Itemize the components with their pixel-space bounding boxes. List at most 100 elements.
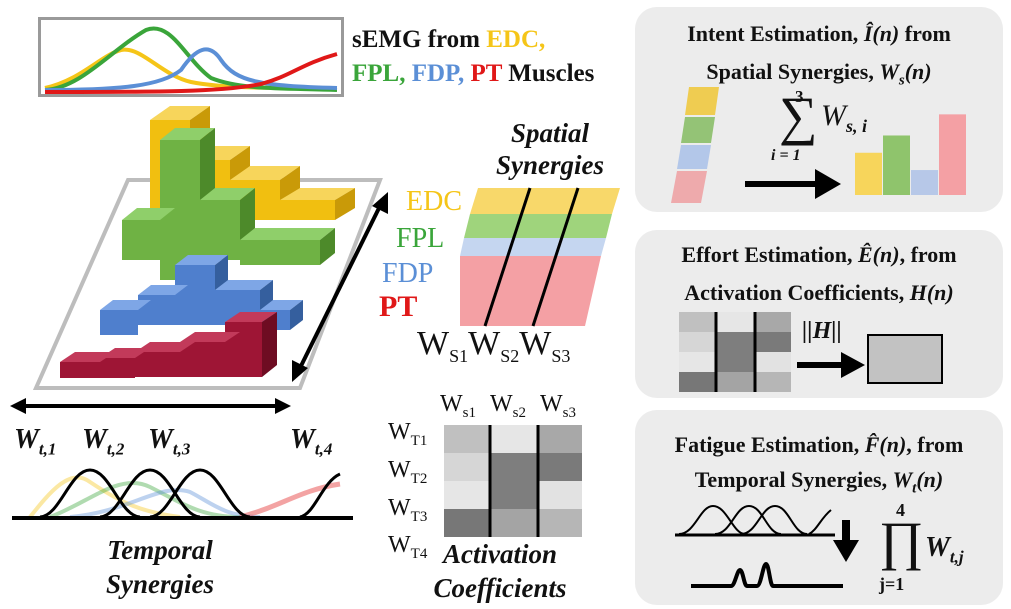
intent-sum-term: Ws, i xyxy=(821,99,867,137)
effort-cell xyxy=(755,352,791,372)
temporal-label-3: Wt,3 xyxy=(148,424,190,460)
fatigue-prod-term-letter: W xyxy=(925,532,950,563)
activation-cell xyxy=(444,453,490,481)
col-h2-letter: W xyxy=(490,391,513,417)
spatial-title-line1: Spatial xyxy=(510,118,590,148)
semg-caption-line2: FPL, FDP, PT Muscles xyxy=(352,60,594,88)
spatial-muscle-edc: EDC xyxy=(406,186,462,217)
effort-cell xyxy=(755,332,791,352)
intent-bar xyxy=(939,114,966,195)
temporal-caption-line1: Temporal xyxy=(107,535,213,565)
spatial-ws-labels: WS1WS2WS3 xyxy=(417,325,570,367)
temporal-label-1: Wt,1 xyxy=(14,424,56,460)
activation-cell xyxy=(538,481,582,509)
intent-ws-letter: W xyxy=(879,59,899,84)
spatial-muscle-fdp: FDP xyxy=(382,258,434,289)
effort-symbol: Ê(n) xyxy=(858,242,900,267)
fpl-row xyxy=(464,214,612,238)
col-h3-sub: s3 xyxy=(562,404,576,421)
intent-spatial-tiles xyxy=(671,87,719,203)
activation-cell xyxy=(538,425,582,453)
fatigue-prod-term: Wt,j xyxy=(925,532,964,568)
intent-panel: Intent Estimation, Î(n) from Spatial Syn… xyxy=(635,7,1003,212)
intent-title-line2: Spatial Synergies, Ws(n) xyxy=(635,59,1003,93)
effort-title-line1: Effort Estimation, Ê(n), from xyxy=(635,242,1003,268)
effort-cell xyxy=(716,352,755,372)
col-h3-letter: W xyxy=(540,391,563,417)
row-h1-sub: T1 xyxy=(410,432,428,449)
wt1-sub: t,1 xyxy=(38,439,57,459)
row-h1-letter: W xyxy=(388,419,411,445)
row-h1: WT1 xyxy=(388,418,427,456)
semg-fpl-curve xyxy=(44,26,338,92)
intent-bar xyxy=(855,152,882,195)
semg-plot-box xyxy=(38,17,344,97)
fatigue-down-arrow xyxy=(833,520,859,562)
row-h4: WT4 xyxy=(388,531,427,569)
activation-cell xyxy=(538,453,582,481)
effort-cell xyxy=(716,312,755,332)
activation-cell xyxy=(444,509,490,537)
fatigue-line1-text: Fatigue Estimation, xyxy=(674,432,865,457)
intent-sum-term-sub: s, i xyxy=(846,116,868,136)
spatial-title: Spatial Synergies xyxy=(480,117,620,181)
ws3-letter: W xyxy=(519,325,552,362)
edc-row xyxy=(470,188,620,214)
row-h3-letter: W xyxy=(388,494,411,521)
ws2-letter: W xyxy=(468,325,501,362)
activation-matrix xyxy=(444,425,582,537)
pt-blocks xyxy=(60,312,277,378)
fatigue-wt-sub: t xyxy=(912,480,917,497)
col-divider-2 xyxy=(531,187,580,327)
wt1-letter: W xyxy=(14,424,39,455)
row-h2-sub: T2 xyxy=(410,470,428,487)
row-h3-sub: T3 xyxy=(410,508,428,525)
intent-line2-text: Spatial Synergies, xyxy=(706,59,880,84)
effort-panel: Effort Estimation, Ê(n), from Activation… xyxy=(635,230,1003,398)
semg-fpl-label: FPL, xyxy=(352,60,406,87)
effort-result-box xyxy=(867,334,943,384)
effort-arrow xyxy=(797,352,865,378)
effort-cell xyxy=(716,372,755,392)
fatigue-panel: Fatigue Estimation, F̂(n), from Temporal… xyxy=(635,410,1003,605)
spatial-title-line2: Synergies xyxy=(496,150,604,180)
fatigue-wt-arg: (n) xyxy=(916,467,944,492)
row-h4-sub: T4 xyxy=(410,546,428,563)
row-h2-letter: W xyxy=(388,456,411,483)
ws1-sub: S1 xyxy=(449,345,469,366)
effort-title-line2: Activation Coefficients, H(n) xyxy=(635,280,1003,306)
intent-title-line1: Intent Estimation, Î(n) from xyxy=(635,21,1003,47)
ws2-sub: S2 xyxy=(500,345,520,366)
ws3-sub: S3 xyxy=(551,345,571,366)
col-divider-1 xyxy=(483,187,532,327)
wt4-letter: W xyxy=(290,424,315,455)
fatigue-output-curve xyxy=(691,561,843,588)
effort-h-letter: H xyxy=(909,280,927,305)
fatigue-prod-top: 4 xyxy=(896,500,905,520)
intent-ws-arg: (n) xyxy=(904,59,932,84)
fatigue-prod-sign: ∏ xyxy=(879,511,924,571)
fatigue-prod-term-sub: t,j xyxy=(949,547,964,567)
semg-prefix: sEMG from xyxy=(352,26,487,53)
fatigue-input-curves xyxy=(675,504,835,537)
semg-edc-label: EDC, xyxy=(486,26,546,53)
intent-bar xyxy=(911,170,938,195)
fatigue-line1-after: , from xyxy=(906,432,964,457)
effort-cell xyxy=(679,352,716,372)
temporal-label-2: Wt,2 xyxy=(82,424,124,460)
col-h1-letter: W xyxy=(440,391,463,417)
wt2-sub: t,2 xyxy=(106,439,125,459)
activation-cell xyxy=(490,425,538,453)
activation-cell xyxy=(490,509,538,537)
intent-sum-bottom: i = 1 xyxy=(771,147,801,164)
pt-row xyxy=(460,256,601,326)
synergy-3d-illustration xyxy=(32,106,388,390)
intent-bar xyxy=(883,135,910,195)
spatial-muscle-fpl: FPL xyxy=(396,223,445,254)
fdp-row xyxy=(460,238,606,256)
wt4-sub: t,4 xyxy=(314,439,333,459)
intent-bar-chart xyxy=(855,114,966,195)
temporal-caption: Temporal Synergies xyxy=(80,533,240,601)
intent-arrow xyxy=(745,169,841,199)
effort-norm-label: ||H|| xyxy=(802,318,842,344)
